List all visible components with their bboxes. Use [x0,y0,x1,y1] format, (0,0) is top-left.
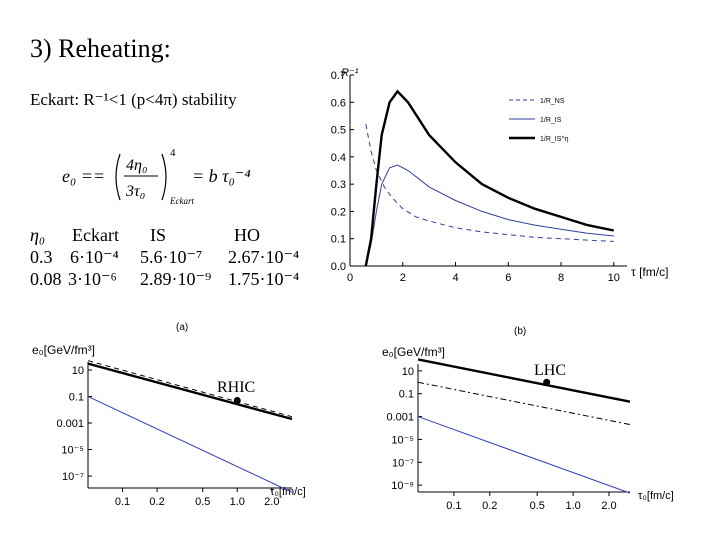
table-header-cell: η₀ [30,225,46,245]
table-cell: 6·10⁻⁴ [70,247,119,267]
chart2-x-tick-label: 1.0 [230,496,245,508]
chart1-xlabel: τ [fm/c] [631,265,668,279]
chart2-x-tick-label: 0.2 [149,496,164,508]
chart1-x-tick-label: 8 [558,272,564,284]
chart2-data-point [233,396,241,404]
chart3-y-tick-label: 10 [402,366,414,378]
formula-power: 4 [170,147,176,159]
chart3-xlabel: τ₀[fm/c] [638,490,674,502]
lhc-energy-chart: (b) e₀[GeV/fm³] τ₀[fm/c] LHC 10 0.1 0.001 1… [382,326,674,512]
chart1-x-tick-label: 2 [400,272,406,284]
table-cell: 5.6·10⁻⁷ [140,247,203,267]
chart3-series-line [417,358,631,403]
table-cell: 0.3 [30,247,53,267]
chart1-legend-label: 1/R_NS [540,98,565,105]
table-cell: 2.67·10⁻⁴ [228,247,300,267]
table-cell: 2.89·10⁻⁹ [140,269,212,289]
chart2-y-tick-label: 0.1 [69,391,84,403]
formula-left-paren [115,153,121,201]
chart3-series-line [417,416,631,494]
chart2-y-tick-label: 10 [72,365,84,377]
chart1-y-tick-label: 0.5 [331,125,346,137]
chart2-series-line [87,362,293,421]
chart2-series-line [87,360,293,418]
table-header-cell: IS [150,225,167,245]
chart3-ylabel: e₀[GeV/fm³] [382,345,445,359]
chart1-series-line [365,124,614,242]
chart3-y-tick-label: 10⁻⁹ [391,480,414,492]
chart1-ylabel: R⁻¹ [341,67,359,79]
formula-den: 3τ₀ [125,183,145,200]
table-cell: 1.75·10⁻⁴ [228,269,300,289]
chart3-x-tick-label: 0.2 [482,500,497,512]
chart3-x-tick-label: 2.0 [601,500,616,512]
chart3-x-tick-label: 0.1 [446,500,461,512]
chart1-y-tick-label: 0.7 [331,70,346,82]
chart1-x-tick-label: 6 [505,272,511,284]
chart2-x-tick-label: 2.0 [264,496,279,508]
chart2-y-tick-label: 10⁻⁷ [62,471,84,483]
rhic-energy-chart: (a) e₀[GeV/fm³] τ₀[fm/c] RHIC 10 0.1 0.001… [32,322,306,508]
table-cell: 0.08 [30,269,62,289]
lhc-annotation: LHC [534,362,566,379]
chart2-xlabel: τ₀[fm/c] [270,486,306,498]
formula-sub: Eckart [169,196,194,206]
chart3-panel-label: (b) [514,326,526,337]
chart1-y-tick-label: 0.4 [331,152,346,164]
table-header-cell: Eckart [72,225,119,245]
chart1-x-tick-label: 0 [347,272,353,284]
rhic-annotation: RHIC [217,379,255,396]
chart2-y-tick-label: 0.001 [56,418,84,430]
slide-title: 3) Reheating: [30,34,171,63]
chart1-y-tick-label: 0.0 [331,261,346,273]
chart1-y-tick-label: 0.2 [331,206,346,218]
chart2-x-tick-label: 0.5 [195,496,210,508]
chart3-data-point [543,378,551,386]
chart3-x-tick-label: 1.0 [565,500,580,512]
chart1-y-tick-label: 0.3 [331,179,346,191]
chart2-ylabel: e₀[GeV/fm³] [32,343,95,357]
chart2-series-line [87,396,293,493]
chart3-series-line [417,381,631,426]
formula-right-paren [161,153,167,201]
chart1-series-line [365,164,614,267]
formula-lhs: e₀ == [62,166,105,186]
chart3-x-tick-label: 0.5 [530,500,545,512]
chart2-x-tick-label: 0.1 [115,496,130,508]
chart1-x-tick-label: 10 [608,272,620,284]
chart3-y-tick-label: 0.1 [399,389,414,401]
chart1-series-line [364,89,615,267]
chart3-y-tick-label: 0.001 [386,412,414,424]
chart1-y-tick-label: 0.1 [331,234,346,246]
chart1-legend-label: 1/R_IS [540,117,562,124]
chart1-legend-label: 1/R_IS^η [540,136,569,143]
formula-num: 4η₀ [126,157,148,174]
chart1-y-tick-label: 0.6 [331,97,346,109]
chart3-y-tick-label: 10⁻⁷ [392,457,414,469]
chart2-panel-label: (a) [176,322,188,333]
eckart-formula: e₀ == 4η₀ 3τ₀ 4 Eckart = b τ₀⁻⁴ [62,147,251,206]
table-cell: 3·10⁻⁶ [68,269,117,289]
chart3-y-tick-label: 10⁻⁵ [391,434,414,446]
formula-rhs: = b τ₀⁻⁴ [192,166,251,186]
chart2-y-tick-label: 10⁻⁵ [61,445,84,457]
slide-subtitle: Eckart: R⁻¹<1 (p<4π) stability [30,90,237,109]
table-header-cell: HO [234,225,260,245]
inverse-reynolds-chart: R⁻¹ τ [fm/c] 0.0 0.1 0.2 0.3 0.4 0.5 0.6 0.7 0 2 4… [331,67,669,284]
chart1-x-tick-label: 4 [452,272,458,284]
